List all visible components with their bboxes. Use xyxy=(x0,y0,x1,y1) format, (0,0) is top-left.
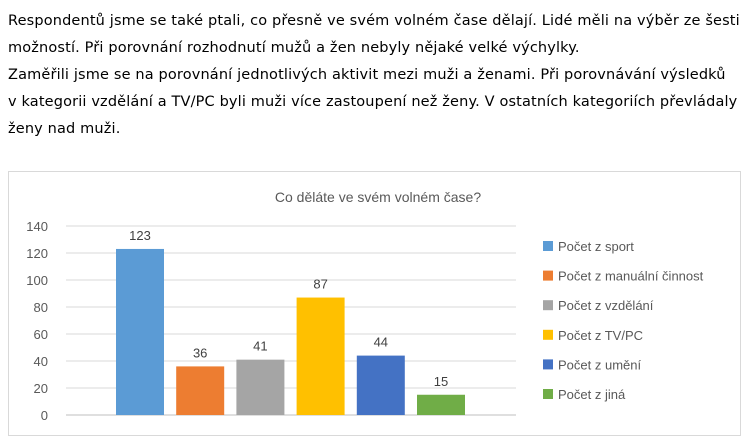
legend-label: Počet z jiná xyxy=(558,387,626,402)
legend-swatch xyxy=(543,329,553,340)
legend-label: Počet z manuální činnost xyxy=(558,269,704,284)
legend-swatch xyxy=(543,359,553,370)
intro-text: Respondentů jsme se také ptali, co přesn… xyxy=(8,8,746,143)
bar xyxy=(116,248,164,415)
paragraph-line: Respondentů jsme se také ptali, co přesn… xyxy=(8,13,740,29)
y-tick-label: 60 xyxy=(34,327,48,342)
y-tick-label: 120 xyxy=(26,246,48,261)
bar xyxy=(356,355,405,415)
legend-swatch xyxy=(543,241,553,251)
bar xyxy=(296,297,345,415)
legend-label: Počet z vzdělání xyxy=(558,298,654,313)
y-tick-label: 0 xyxy=(41,408,48,423)
chart-title: Co děláte ve svém volném čase? xyxy=(275,189,481,205)
y-tick-label: 100 xyxy=(26,273,48,288)
legend-label: Počet z sport xyxy=(558,239,634,254)
bar xyxy=(236,359,285,415)
y-tick-label: 80 xyxy=(34,300,48,315)
data-label: 36 xyxy=(193,345,207,360)
bar xyxy=(417,394,465,415)
legend-swatch xyxy=(543,270,553,281)
y-tick-label: 20 xyxy=(34,381,48,396)
legend-label: Počet z umění xyxy=(558,357,641,372)
legend-swatch xyxy=(543,389,553,399)
data-label: 123 xyxy=(129,228,151,243)
data-label: 44 xyxy=(374,335,388,350)
bar xyxy=(176,366,225,415)
paragraph-line: ženy nad muži. xyxy=(8,121,121,137)
paragraph-line: Zaměřili jsme se na porovnání jednotlivý… xyxy=(8,67,726,83)
legend-swatch xyxy=(543,300,553,311)
paragraph-line: v kategorii vzdělání a TV/PC byli muži v… xyxy=(8,94,738,110)
y-tick-label: 140 xyxy=(26,219,48,234)
paragraph-line: možností. Při porovnání rozhodnutí mužů … xyxy=(8,40,580,56)
data-label: 87 xyxy=(313,277,327,292)
data-label: 15 xyxy=(434,374,448,389)
data-label: 41 xyxy=(253,339,267,354)
y-tick-label: 40 xyxy=(34,354,48,369)
legend-label: Počet z TV/PC xyxy=(558,328,643,343)
